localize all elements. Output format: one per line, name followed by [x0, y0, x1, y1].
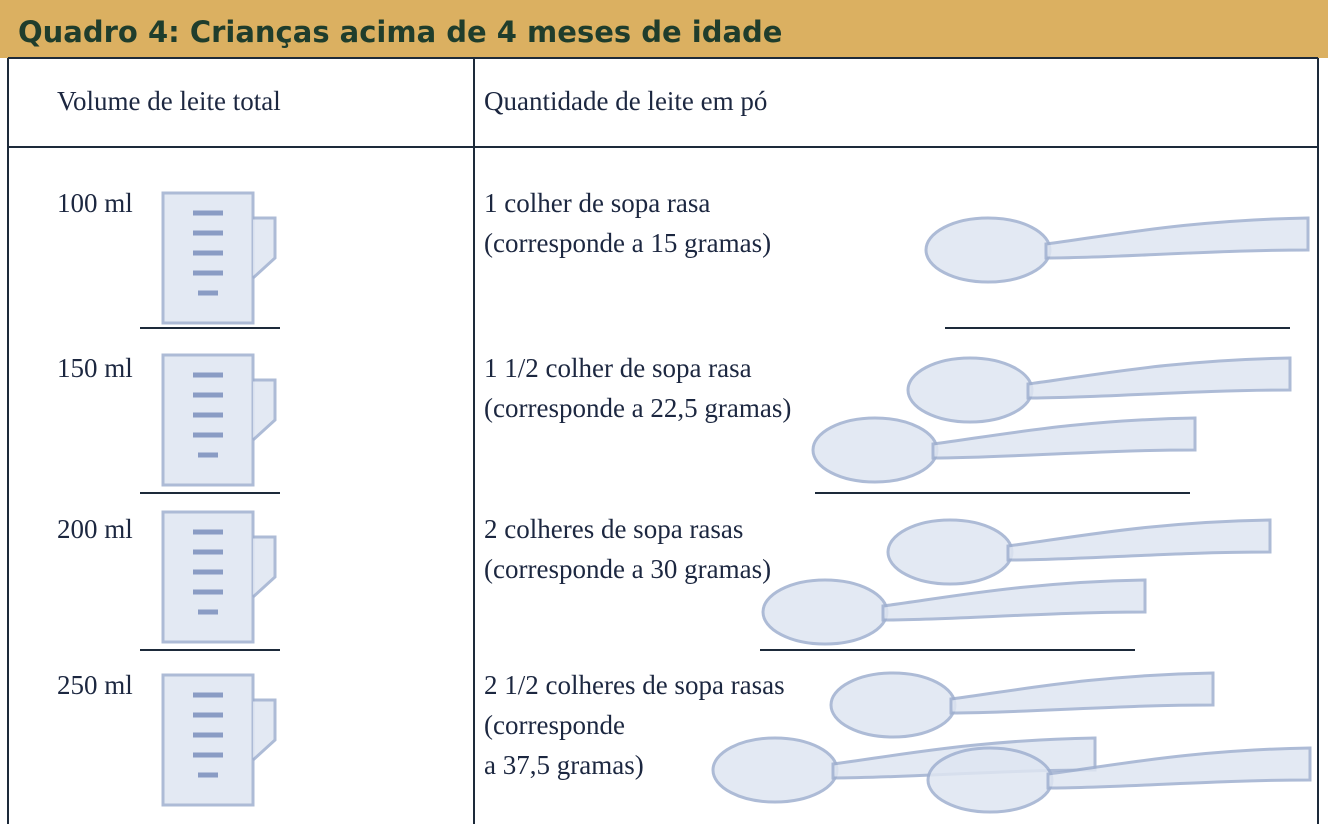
quantity-line: a 37,5 gramas): [484, 750, 644, 780]
icons: [163, 193, 1312, 814]
quantity-line: 1 colher de sopa rasa: [484, 188, 710, 218]
volume-cell: 150 ml: [57, 353, 133, 383]
header-band: [0, 0, 1328, 58]
volume-cell: 200 ml: [57, 514, 133, 544]
quantity-line: (corresponde a 22,5 gramas): [484, 393, 791, 423]
quantity-line: 2 colheres de sopa rasas: [484, 514, 743, 544]
quantity-line: (corresponde a 30 gramas): [484, 554, 771, 584]
quantity-line: (corresponde a 15 gramas): [484, 228, 771, 258]
quantity-line: 2 1/2 colheres de sopa rasas: [484, 670, 785, 700]
table-rules: [7, 57, 1319, 824]
column-header: Quantidade de leite em pó: [484, 86, 767, 116]
quantity-line: (corresponde: [484, 710, 625, 740]
column-header: Volume de leite total: [57, 86, 281, 116]
volume-cell: 250 ml: [57, 670, 133, 700]
volume-cell: 100 ml: [57, 188, 133, 218]
title: Quadro 4: Crianças acima de 4 meses de i…: [18, 15, 782, 49]
quantity-line: 1 1/2 colher de sopa rasa: [484, 353, 752, 383]
